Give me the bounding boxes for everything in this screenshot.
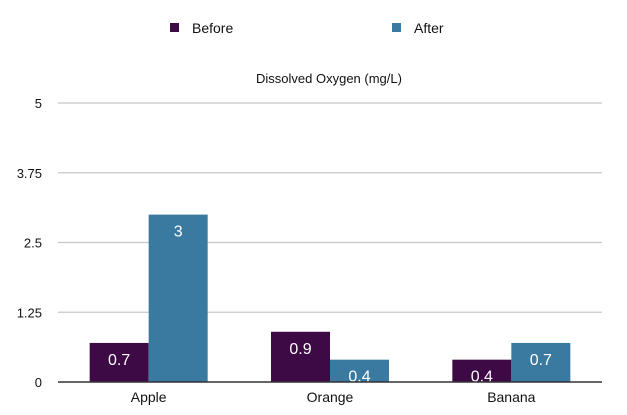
data-label-before-apple: 0.7 (108, 352, 130, 369)
data-label-before-orange: 0.9 (289, 341, 311, 358)
x-tick-label: Apple (131, 389, 167, 405)
bar-after-banana (511, 342, 571, 382)
y-axis-ticks: 0 1.25 2.5 3.75 5 (17, 96, 42, 390)
y-tick-label: 3.75 (17, 166, 42, 181)
bars (89, 214, 571, 382)
y-tick-label: 1.25 (17, 305, 42, 320)
y-tick-label: 2.5 (24, 236, 42, 251)
bar-before-orange (271, 331, 330, 382)
legend-label-before: Before (192, 20, 233, 36)
legend-swatch-before (170, 23, 179, 32)
data-label-after-apple: 3 (174, 224, 183, 241)
x-axis-labels: Apple Orange Banana (131, 389, 536, 405)
gridlines (58, 102, 602, 313)
x-tick-label: Banana (487, 389, 535, 405)
data-label-after-orange: 0.4 (348, 369, 370, 386)
bar-after-orange (330, 359, 389, 382)
data-label-after-banana: 0.7 (530, 352, 552, 369)
bar-after-apple (148, 214, 208, 382)
bar-before-banana (452, 359, 512, 382)
x-tick-label: Orange (307, 389, 354, 405)
bar-before-apple (89, 342, 149, 382)
legend-swatch-after (392, 23, 401, 32)
legend-label-after: After (414, 20, 444, 36)
chart-title: Dissolved Oxygen (mg/L) (256, 71, 402, 86)
y-tick-label: 5 (35, 96, 42, 111)
data-label-before-banana: 0.4 (471, 369, 493, 386)
y-tick-label: 0 (35, 375, 42, 390)
legend: Before After (170, 20, 444, 36)
